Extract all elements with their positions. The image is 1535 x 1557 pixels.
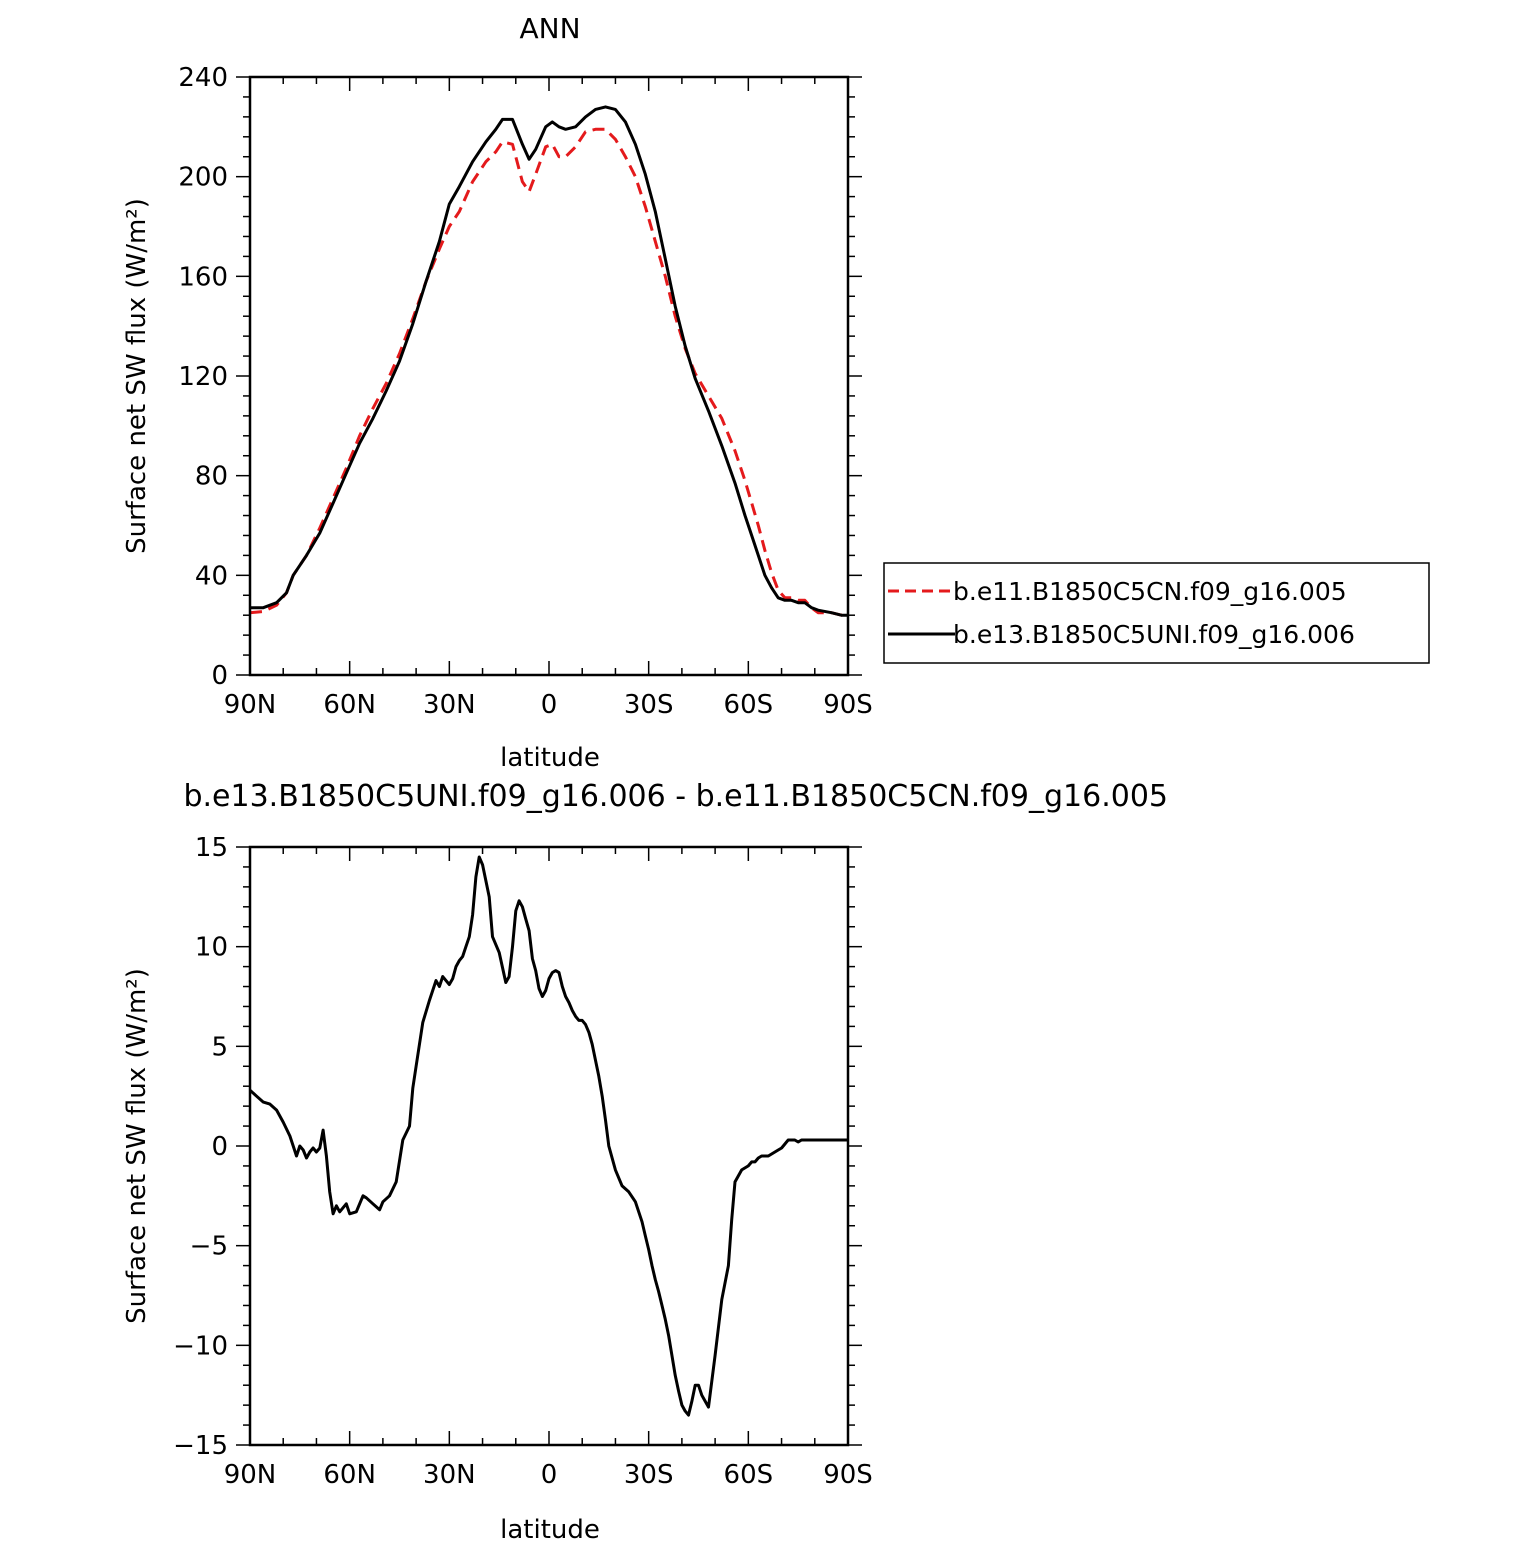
top-y-tick-label: 0 [211,661,228,691]
legend-label-series-1: b.e11.B1850C5CN.f09_g16.005 [953,577,1347,606]
top-x-tick-label: 60N [323,690,376,720]
bottom-y-tick-label: −10 [173,1331,228,1361]
bottom-x-tick-label: 0 [541,1460,558,1490]
top-x-tick-label: 30S [624,690,674,720]
top-y-tick-label: 80 [195,462,228,492]
bottom-x-tick-label: 90S [823,1460,873,1490]
top-y-tick-label: 160 [178,262,228,292]
bottom-y-axis-label: Surface net SW flux (W/m²) [122,968,152,1324]
bottom-series-line-1 [248,855,848,1417]
top-x-tick-labels: 90N 60N 30N 0 30S 60S 90S [224,690,873,720]
bottom-x-tick-label: 30S [624,1460,674,1490]
top-series-line-2 [250,105,848,617]
legend-label-series-2: b.e13.B1850C5UNI.f09_g16.006 [953,620,1355,649]
top-x-axis-label: latitude [500,743,600,773]
top-y-tick-label: 240 [178,63,228,93]
bottom-panel: b.e13.B1850C5UNI.f09_g16.006 - b.e11.B18… [122,779,1168,1545]
top-series-group [249,105,849,617]
bottom-y-tick-label: −5 [190,1232,228,1262]
top-plot-frame [248,75,850,677]
top-series-line-1 [249,127,849,617]
top-y-tick-label: 120 [178,362,228,392]
top-x-tick-label: 30N [423,690,476,720]
bottom-y-tick-labels: −15 −10 −5 0 5 10 15 [173,833,228,1461]
legend: b.e11.B1850C5CN.f09_g16.005 b.e13.B1850C… [883,562,1430,664]
bottom-x-tick-label: 60N [323,1460,376,1490]
top-y-axis-label: Surface net SW flux (W/m²) [122,198,152,554]
bottom-plot-frame [248,845,850,1447]
top-y-tick-labels: 0 40 80 120 160 200 240 [178,63,228,691]
top-panel: ANN Surface net SW flux (W/m²) latitude … [122,12,873,773]
legend-box [883,562,1430,664]
bottom-y-tick-label: 10 [195,933,228,963]
bottom-x-tick-label: 60S [724,1460,774,1490]
top-y-tick-label: 200 [178,163,228,193]
top-x-tick-label: 90N [224,690,277,720]
top-y-tick-label: 40 [195,561,228,591]
bottom-y-tick-label: −15 [173,1431,228,1461]
bottom-x-axis-label: latitude [500,1515,600,1545]
bottom-x-tick-labels: 90N 60N 30N 0 30S 60S 90S [224,1460,873,1490]
top-x-tick-label: 0 [541,690,558,720]
bottom-x-tick-label: 30N [423,1460,476,1490]
bottom-axis-ticks [236,846,862,1446]
bottom-x-tick-label: 90N [224,1460,277,1490]
top-x-tick-label: 60S [724,690,774,720]
top-chart-title: ANN [519,12,580,45]
bottom-y-tick-label: 5 [211,1032,228,1062]
top-axis-ticks [236,76,862,676]
top-x-tick-label: 90S [823,690,873,720]
bottom-series-group [248,855,848,1417]
bottom-y-tick-label: 15 [195,833,228,863]
bottom-chart-title: b.e13.B1850C5UNI.f09_g16.006 - b.e11.B18… [183,779,1168,814]
bottom-y-tick-label: 0 [211,1132,228,1162]
